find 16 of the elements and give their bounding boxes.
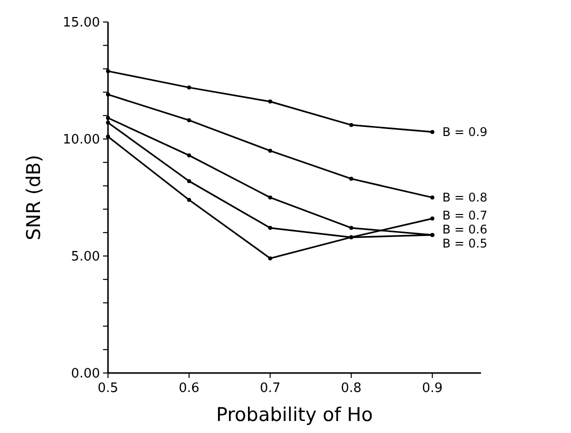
x-tick-label: 0.5 <box>98 381 118 396</box>
x-tick-label: 0.7 <box>260 381 281 396</box>
x-axis-title: Probability of Ho <box>216 404 373 426</box>
y-tick-label: 10.00 <box>62 132 100 148</box>
x-tick-label: 0.6 <box>178 381 200 396</box>
series-label: B = 0.7 <box>442 208 488 223</box>
y-axis-title: SNR (dB) <box>23 154 45 240</box>
y-tick-label: 0.00 <box>71 366 100 382</box>
y-tick-label: 15.00 <box>62 16 100 31</box>
series-label: B = 0.5 <box>442 236 488 251</box>
x-tick-label: 0.9 <box>422 381 443 396</box>
series-label: B = 0.8 <box>442 190 488 205</box>
series-label: B = 0.9 <box>442 125 488 140</box>
series-label: B = 0.6 <box>442 222 488 237</box>
x-tick-label: 0.8 <box>340 381 362 396</box>
y-tick-label: 5.00 <box>71 250 100 265</box>
